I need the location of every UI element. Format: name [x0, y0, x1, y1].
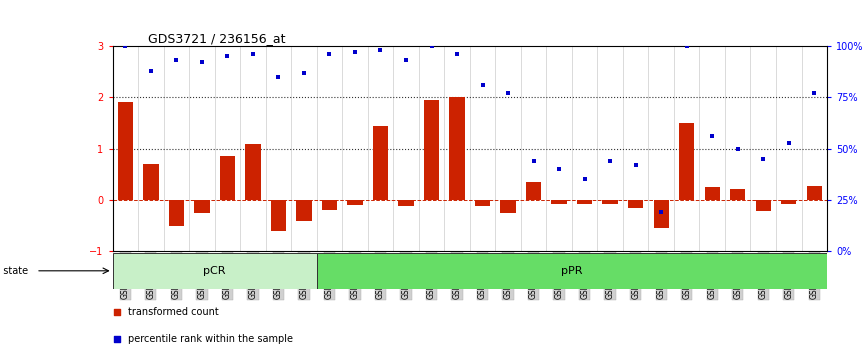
Text: transformed count: transformed count: [128, 307, 218, 318]
Bar: [118, 103, 133, 200]
Point: [756, 156, 770, 162]
Bar: [245, 144, 261, 200]
Point: [110, 336, 124, 342]
Bar: [398, 200, 414, 206]
Bar: [603, 200, 617, 204]
Bar: [552, 200, 566, 204]
Bar: [317, 253, 827, 289]
Text: disease state: disease state: [0, 266, 29, 276]
Bar: [475, 200, 490, 206]
Bar: [423, 100, 439, 200]
Bar: [169, 200, 184, 226]
Bar: [113, 253, 317, 289]
Point: [475, 82, 489, 88]
Bar: [347, 200, 363, 205]
Point: [424, 43, 438, 49]
Point: [348, 49, 362, 55]
Point: [272, 74, 286, 80]
Text: percentile rank within the sample: percentile rank within the sample: [128, 334, 293, 344]
Bar: [730, 189, 746, 200]
Point: [450, 51, 464, 57]
Bar: [194, 200, 210, 213]
Bar: [679, 123, 695, 200]
Point: [119, 43, 132, 49]
Point: [731, 146, 745, 152]
Bar: [577, 200, 592, 204]
Bar: [501, 200, 516, 213]
Point: [705, 133, 719, 139]
Point: [373, 47, 387, 53]
Bar: [628, 200, 643, 208]
Bar: [781, 200, 797, 204]
Point: [144, 68, 158, 74]
Text: pPR: pPR: [561, 266, 583, 276]
Bar: [271, 200, 286, 231]
Point: [680, 43, 694, 49]
Point: [578, 177, 591, 182]
Point: [322, 51, 336, 57]
Bar: [322, 200, 337, 210]
Bar: [449, 97, 465, 200]
Bar: [143, 164, 158, 200]
Bar: [296, 200, 312, 221]
Point: [195, 59, 209, 65]
Point: [527, 158, 540, 164]
Bar: [526, 182, 541, 200]
Point: [501, 90, 515, 96]
Bar: [705, 187, 720, 200]
Point: [170, 58, 184, 63]
Point: [399, 58, 413, 63]
Point: [629, 162, 643, 168]
Point: [110, 309, 124, 315]
Point: [807, 90, 821, 96]
Point: [246, 51, 260, 57]
Point: [654, 210, 668, 215]
Bar: [373, 126, 388, 200]
Point: [782, 140, 796, 145]
Point: [221, 53, 235, 59]
Bar: [654, 200, 669, 228]
Text: GDS3721 / 236156_at: GDS3721 / 236156_at: [148, 32, 286, 45]
Text: pCR: pCR: [204, 266, 226, 276]
Point: [553, 166, 566, 172]
Point: [604, 158, 617, 164]
Bar: [755, 200, 771, 211]
Bar: [220, 156, 235, 200]
Bar: [806, 185, 822, 200]
Point: [297, 70, 311, 75]
